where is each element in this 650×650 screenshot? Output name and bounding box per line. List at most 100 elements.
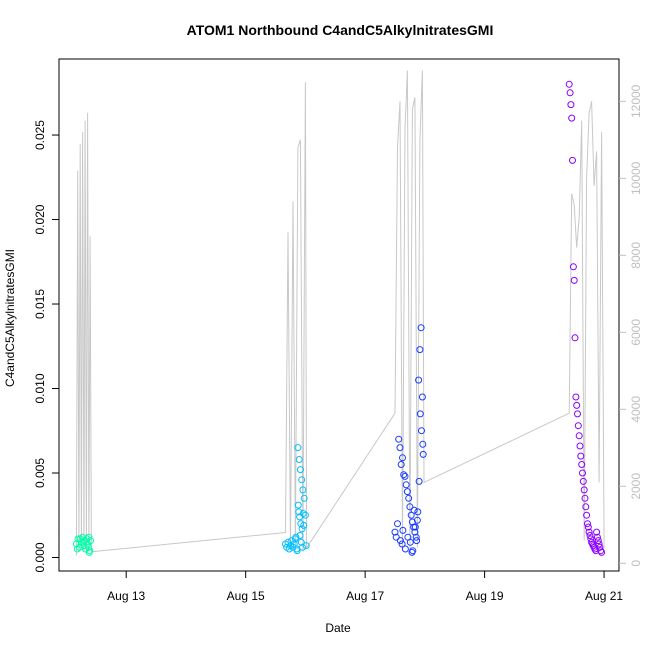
data-point	[415, 477, 423, 485]
y-tick-label: 0.015	[33, 289, 47, 319]
data-point	[295, 508, 303, 516]
data-point	[87, 537, 94, 545]
data-point	[580, 486, 588, 494]
x-tick-label: Aug 15	[227, 589, 265, 603]
data-point	[571, 334, 579, 342]
y2-tick-label: 12000	[629, 84, 643, 118]
data-point	[403, 488, 411, 496]
data-point	[595, 540, 603, 548]
data-point	[565, 80, 573, 88]
data-point	[406, 538, 414, 546]
altitude-line-layer	[75, 70, 605, 556]
data-point	[593, 528, 601, 536]
x-axis-label: Date	[325, 621, 351, 635]
x-tick-label: Aug 13	[107, 589, 145, 603]
data-point	[572, 393, 580, 401]
data-point	[579, 477, 587, 485]
data-point	[402, 481, 410, 489]
data-point	[300, 521, 308, 529]
altitude-line	[75, 70, 605, 556]
data-point	[299, 510, 307, 517]
data-point	[566, 89, 574, 97]
data-point	[296, 466, 304, 474]
y2-tick-label: 2000	[629, 473, 643, 500]
data-point	[85, 543, 92, 551]
data-point	[401, 472, 409, 480]
data-point	[583, 511, 591, 519]
data-point	[419, 440, 427, 448]
y2-axis: 0 2000 4000 6000 8000 10000 12000	[619, 84, 643, 567]
data-point	[398, 540, 406, 548]
data-point	[569, 263, 577, 271]
data-point	[285, 545, 293, 553]
data-point	[73, 545, 81, 553]
data-point	[593, 533, 601, 541]
y-axis: 0.000 0.005 0.010 0.015 0.020 0.025	[33, 120, 59, 572]
y-tick-label: 0.020	[33, 204, 47, 234]
data-point	[574, 422, 582, 430]
x-tick-label: Aug 17	[346, 589, 384, 603]
data-point	[415, 376, 423, 384]
data-point	[418, 427, 425, 435]
data-point	[392, 533, 400, 541]
y2-tick-label: 6000	[629, 319, 643, 346]
data-point	[292, 533, 300, 541]
data-point	[300, 494, 308, 502]
data-point	[295, 456, 303, 463]
data-point	[396, 537, 404, 545]
data-point	[298, 476, 306, 484]
y2-tick-label: 10000	[629, 161, 643, 195]
data-point	[85, 533, 93, 541]
data-point	[293, 547, 301, 555]
data-point	[400, 471, 408, 479]
data-point	[399, 526, 407, 534]
data-point	[578, 461, 586, 468]
y2-tick-label: 0	[629, 560, 643, 567]
plot-frame	[58, 58, 620, 572]
data-point	[397, 461, 405, 468]
data-point	[412, 533, 420, 541]
y-tick-label: 0.005	[33, 458, 47, 488]
data-point	[411, 523, 419, 531]
data-point	[584, 523, 592, 531]
data-point	[598, 548, 606, 556]
data-point	[577, 452, 585, 460]
data-point	[407, 511, 415, 519]
data-point	[396, 444, 404, 452]
data-point	[417, 324, 425, 332]
y2-tick-label: 8000	[629, 242, 643, 269]
data-point	[594, 537, 602, 545]
data-point	[410, 506, 418, 514]
data-point	[584, 520, 591, 528]
x-axis: Aug 13 Aug 15 Aug 17 Aug 19 Aug 21	[107, 570, 623, 603]
data-point	[302, 542, 310, 550]
data-point	[419, 450, 427, 458]
data-point	[581, 494, 589, 502]
data-point	[395, 435, 403, 443]
data-point	[579, 469, 586, 477]
y-tick-label: 0.000	[33, 542, 47, 572]
data-point	[569, 156, 576, 164]
data-point	[582, 503, 590, 511]
data-points-layer	[72, 80, 606, 556]
data-point	[296, 532, 304, 539]
data-point	[75, 543, 83, 551]
y-axis-label: C4andC5AlkylnitratesGMI	[3, 249, 17, 387]
data-point	[399, 454, 406, 462]
data-point	[294, 444, 302, 452]
data-point	[299, 486, 307, 494]
data-point	[414, 508, 422, 516]
data-point	[575, 432, 583, 440]
data-point	[85, 548, 93, 556]
y2-tick-label: 4000	[629, 396, 643, 423]
y-tick-label: 0.025	[33, 120, 47, 150]
data-point	[413, 516, 421, 524]
x-tick-label: Aug 19	[466, 589, 504, 603]
data-point	[299, 543, 306, 551]
data-point	[298, 525, 306, 533]
data-point	[413, 537, 421, 545]
y-tick-label: 0.010	[33, 373, 47, 403]
data-point	[289, 543, 297, 551]
data-point	[573, 401, 581, 409]
data-point	[297, 538, 305, 546]
